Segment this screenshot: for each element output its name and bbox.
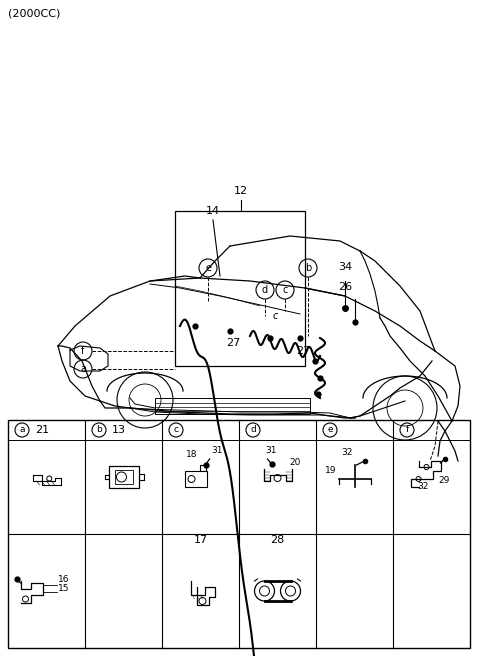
- Text: d: d: [250, 426, 256, 434]
- Bar: [155, 398, 310, 414]
- Text: 12: 12: [234, 186, 248, 196]
- Bar: [108, 466, 139, 488]
- Text: c: c: [173, 426, 179, 434]
- Text: e: e: [205, 263, 211, 273]
- Text: 29: 29: [439, 476, 450, 485]
- Text: b: b: [305, 263, 311, 273]
- Text: 13: 13: [112, 425, 126, 435]
- Text: a: a: [19, 426, 25, 434]
- Text: b: b: [96, 426, 102, 434]
- Text: 15: 15: [58, 584, 69, 593]
- Text: 27: 27: [226, 338, 240, 348]
- Text: a: a: [80, 364, 86, 374]
- Text: 31: 31: [212, 446, 223, 455]
- Text: 18: 18: [185, 450, 197, 459]
- Text: 27: 27: [296, 346, 310, 356]
- Text: 34: 34: [338, 262, 352, 272]
- Text: 31: 31: [265, 446, 277, 455]
- Text: f: f: [81, 346, 84, 356]
- Bar: [175, 211, 305, 366]
- Text: 26: 26: [338, 282, 352, 292]
- Text: 21: 21: [35, 425, 49, 435]
- Text: d: d: [262, 285, 268, 295]
- Bar: [184, 471, 206, 487]
- Text: c: c: [272, 311, 278, 321]
- Text: 14: 14: [206, 206, 220, 216]
- Text: (2000CC): (2000CC): [8, 8, 60, 18]
- Text: 19: 19: [325, 466, 336, 475]
- Text: 17: 17: [193, 535, 207, 545]
- Text: c: c: [282, 285, 288, 295]
- Text: 32: 32: [417, 482, 428, 491]
- Text: 32: 32: [341, 448, 352, 457]
- Text: 20: 20: [289, 458, 301, 467]
- Bar: [115, 470, 132, 484]
- Text: e: e: [327, 426, 333, 434]
- Bar: [8, 420, 470, 648]
- Text: 16: 16: [58, 575, 69, 584]
- Text: f: f: [406, 426, 408, 434]
- Text: 28: 28: [270, 535, 285, 545]
